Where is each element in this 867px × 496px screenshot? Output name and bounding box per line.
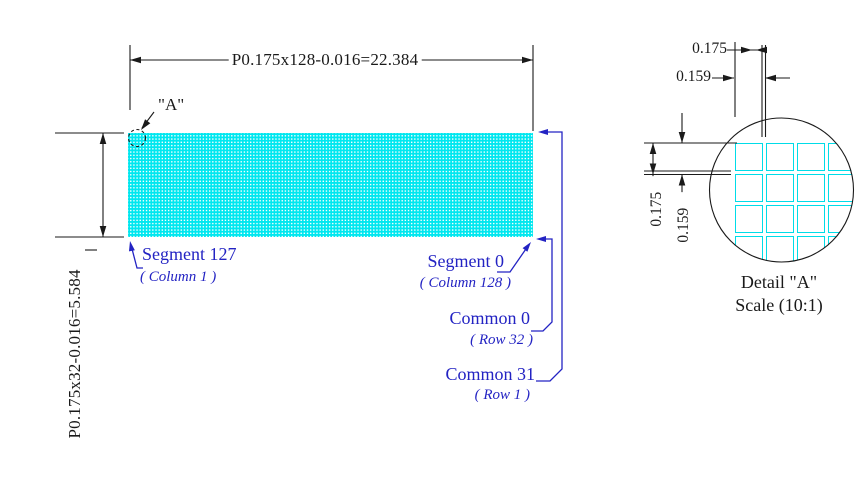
pixel-array-panel (128, 133, 533, 237)
detail-electrode-square (734, 236, 763, 262)
detail-electrode-square (827, 143, 854, 171)
detail-pitch-vertical-label: 0.175 (648, 176, 666, 243)
arrowhead (130, 56, 141, 64)
vertical-dimension-label: P0.175x32-0.016=5.584 (65, 269, 85, 439)
detail-electrode-square (765, 236, 794, 262)
detail-electrode-square (765, 174, 794, 202)
segment-127-leader (130, 244, 143, 269)
arrowhead (141, 119, 151, 130)
segment-127-sublabel: ( Column 1 ) (140, 269, 217, 285)
detail-caption-scale: Scale (10:1) (735, 295, 823, 315)
arrowhead (538, 129, 548, 135)
arrowhead (723, 74, 734, 82)
arrowhead (649, 163, 657, 175)
common-0-leader (531, 238, 553, 332)
segment-0-label: Segment 0 (427, 251, 505, 271)
detail-electrode-square (734, 174, 763, 202)
detail-electrode-square (827, 174, 854, 202)
detail-width-vertical-label: 0.159 (675, 192, 693, 259)
arrowhead (678, 132, 686, 143)
detail-circle-outline (708, 117, 855, 263)
common-0-label: Common 0 (449, 308, 530, 328)
detail-marker-label: "A" (158, 95, 185, 114)
segment-127-label: Segment 127 (142, 244, 237, 264)
arrowhead (99, 133, 107, 144)
detail-marker-circle (127, 128, 147, 148)
detail-pitch-horizontal-label: 0.175 (692, 40, 727, 57)
detail-electrode-square (734, 205, 763, 233)
detail-electrode-square (796, 174, 825, 202)
segment-0-sublabel: ( Column 128 ) (419, 275, 511, 291)
detail-electrode-square (827, 236, 854, 262)
arrowhead (536, 236, 546, 242)
arrowhead (128, 241, 135, 252)
arrowhead (741, 46, 752, 54)
detail-electrode-square (827, 205, 854, 233)
arrowhead (649, 143, 657, 154)
common-31-leader (536, 131, 563, 382)
detail-electrode-square (796, 205, 825, 233)
detail-grid (709, 118, 854, 262)
arrowhead (522, 242, 531, 252)
detail-electrode-square (734, 143, 763, 171)
common-0-sublabel: ( Row 32 ) (470, 332, 533, 348)
arrowhead (756, 46, 767, 54)
common-31-sublabel: ( Row 1 ) (474, 387, 530, 403)
arrowhead (522, 56, 533, 64)
detail-caption-title: Detail "A" (740, 272, 818, 292)
detail-electrode-square (796, 143, 825, 171)
detail-electrode-square (796, 236, 825, 262)
arrowhead (99, 226, 107, 237)
detail-electrode-square (765, 205, 794, 233)
detail-electrode-square (765, 143, 794, 171)
arrowhead (678, 174, 686, 186)
common-31-label: Common 31 (445, 364, 535, 384)
detail-width-horizontal-label: 0.159 (676, 68, 711, 85)
segment-0-leader (497, 245, 529, 273)
arrowhead (765, 74, 776, 82)
horizontal-dimension-label: P0.175x128-0.016=22.384 (228, 51, 422, 69)
